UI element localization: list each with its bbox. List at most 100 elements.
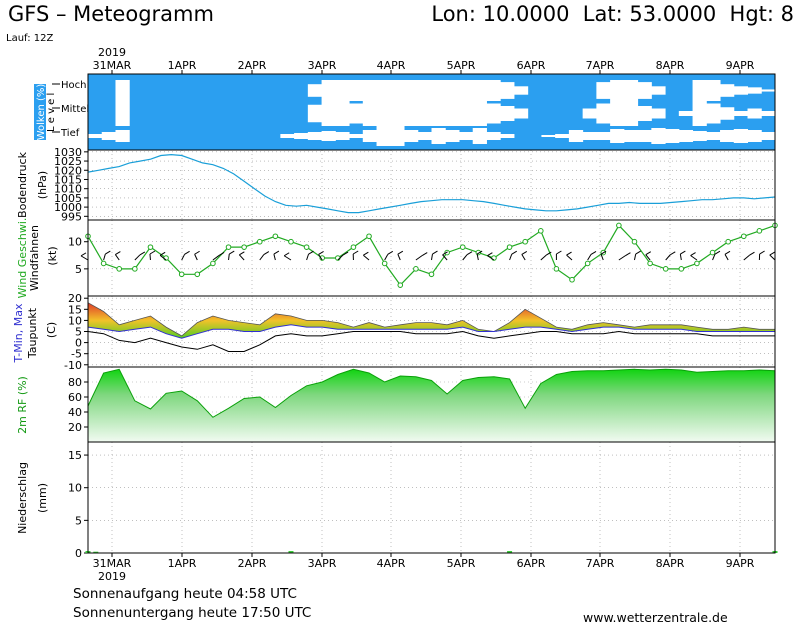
cloud-gap	[404, 80, 419, 101]
cloud-gap	[101, 132, 116, 140]
wind-barb-flag	[273, 250, 280, 255]
temperature-band	[88, 302, 775, 339]
cloud-gap	[417, 80, 432, 101]
wind-barb	[587, 254, 592, 261]
wind-speed-point	[428, 271, 435, 278]
humidity-ytick-label: 60	[68, 391, 82, 404]
cloud-gap	[651, 108, 666, 119]
pressure-ytick-label: 995	[61, 210, 82, 223]
cloud-gap	[472, 128, 487, 144]
website-link[interactable]: www.wetterzentrale.de	[583, 610, 728, 625]
cloud-gap	[472, 80, 487, 101]
wind-barb-flag	[387, 250, 394, 255]
precip-panel-frame	[87, 441, 776, 554]
wind-speed-point	[537, 228, 544, 234]
cloud-gap	[404, 101, 419, 126]
wind-barb	[159, 254, 167, 261]
humidity-ytick-label: 20	[68, 421, 82, 434]
wind-speed-point	[740, 233, 747, 240]
cloud-ylabel: Wolken (%)	[36, 84, 47, 141]
wind-barb	[238, 254, 245, 261]
wind-barb-flag	[600, 250, 607, 255]
date-tick-bottom: 6APR	[517, 557, 546, 570]
temperature-ytick-label: -10	[64, 359, 82, 372]
wind-barb	[363, 254, 370, 261]
wind-speed-point	[616, 222, 622, 229]
cloud-gap	[458, 132, 474, 140]
temperature-ytick-label: 0	[75, 337, 82, 350]
wind-barb-flag	[283, 252, 290, 257]
wind-barb	[273, 253, 276, 261]
wind-barb-flag	[194, 250, 200, 255]
wind-barb	[540, 254, 547, 261]
wind-barb	[431, 253, 433, 261]
cloud-gap	[486, 132, 501, 140]
wind-barb-flag	[487, 252, 493, 257]
cloud-gap	[500, 134, 515, 138]
wind-speed-point	[381, 260, 388, 267]
precip-ytick-label: 10	[68, 482, 82, 495]
cloud-gap	[623, 80, 639, 101]
wind-speed-point	[631, 238, 638, 245]
wind-barb-flag	[521, 250, 528, 255]
wind-barb-flag	[263, 251, 270, 256]
app-title: GFS – Meteogramm	[8, 2, 214, 26]
wind-barb	[645, 254, 651, 261]
location-coords: Lon: 10.0000 Lat: 53.0000 Hgt: 8	[431, 2, 794, 26]
wind-barb	[462, 254, 468, 261]
wind-speed-point	[147, 244, 154, 250]
wind-speed-point	[694, 260, 700, 267]
cloud-gap	[431, 80, 446, 101]
wind-barb	[212, 255, 220, 261]
wind-barb	[228, 253, 230, 261]
cloud-gap	[651, 86, 666, 95]
wind-barb	[618, 255, 626, 261]
date-tick-top: 9APR	[726, 59, 755, 72]
wind-barb-flag	[363, 251, 369, 256]
precip-bar	[288, 551, 294, 553]
precip-ytick-label: 5	[75, 514, 82, 527]
wind-barb-flag	[625, 252, 631, 257]
cloud-gap	[486, 103, 501, 124]
date-tick-top: 4APR	[377, 59, 406, 72]
wind-barb-flag	[759, 250, 765, 255]
precip-ytick-label: 0	[75, 547, 82, 560]
pressure-ytick-label: 1010	[54, 183, 82, 196]
wind-ytick-label: 10	[68, 236, 82, 249]
pressure-ytick-label: 1030	[54, 146, 82, 159]
date-tick-bottom: 2APR	[238, 557, 267, 570]
dewpoint-label: Taupunkt	[26, 307, 39, 359]
date-tick-top: 2APR	[238, 59, 267, 72]
wind-barb	[259, 254, 265, 261]
cloud-gap	[651, 128, 666, 144]
wind-speed-point	[553, 266, 560, 272]
wind-speed-point	[116, 266, 123, 272]
cloud-gap	[445, 101, 460, 126]
cloud-gap	[280, 134, 295, 138]
cloud-gap	[761, 132, 776, 140]
temperature-ytick-label: 15	[68, 303, 82, 316]
cloud-gap	[637, 82, 652, 99]
cloud-gap	[376, 101, 391, 126]
date-tick-bottom: 5APR	[447, 557, 476, 570]
cloud-gap	[321, 80, 336, 101]
wind-barb	[724, 254, 729, 261]
cloud-gap	[335, 101, 350, 126]
cloud-gap	[692, 131, 707, 141]
precip-bar	[507, 551, 513, 553]
cloud-gap	[88, 134, 103, 138]
humidity-ylabel: 2m RF (%)	[16, 376, 29, 434]
wind-barb	[769, 254, 776, 261]
wind-speed-point	[647, 260, 653, 267]
cloud-gap	[720, 84, 735, 97]
cloud-gap	[706, 80, 721, 101]
cloud-gap	[665, 129, 680, 143]
wind-barb	[384, 254, 389, 261]
pressure-unit: (hPa)	[36, 171, 49, 199]
wind-speed-point	[210, 260, 216, 267]
cloud-gap	[445, 80, 460, 101]
dewpoint-line	[87, 330, 775, 352]
wind-speed-point	[350, 244, 357, 250]
cloud-gap	[115, 130, 130, 142]
date-tick-bottom: 3APR	[308, 557, 337, 570]
